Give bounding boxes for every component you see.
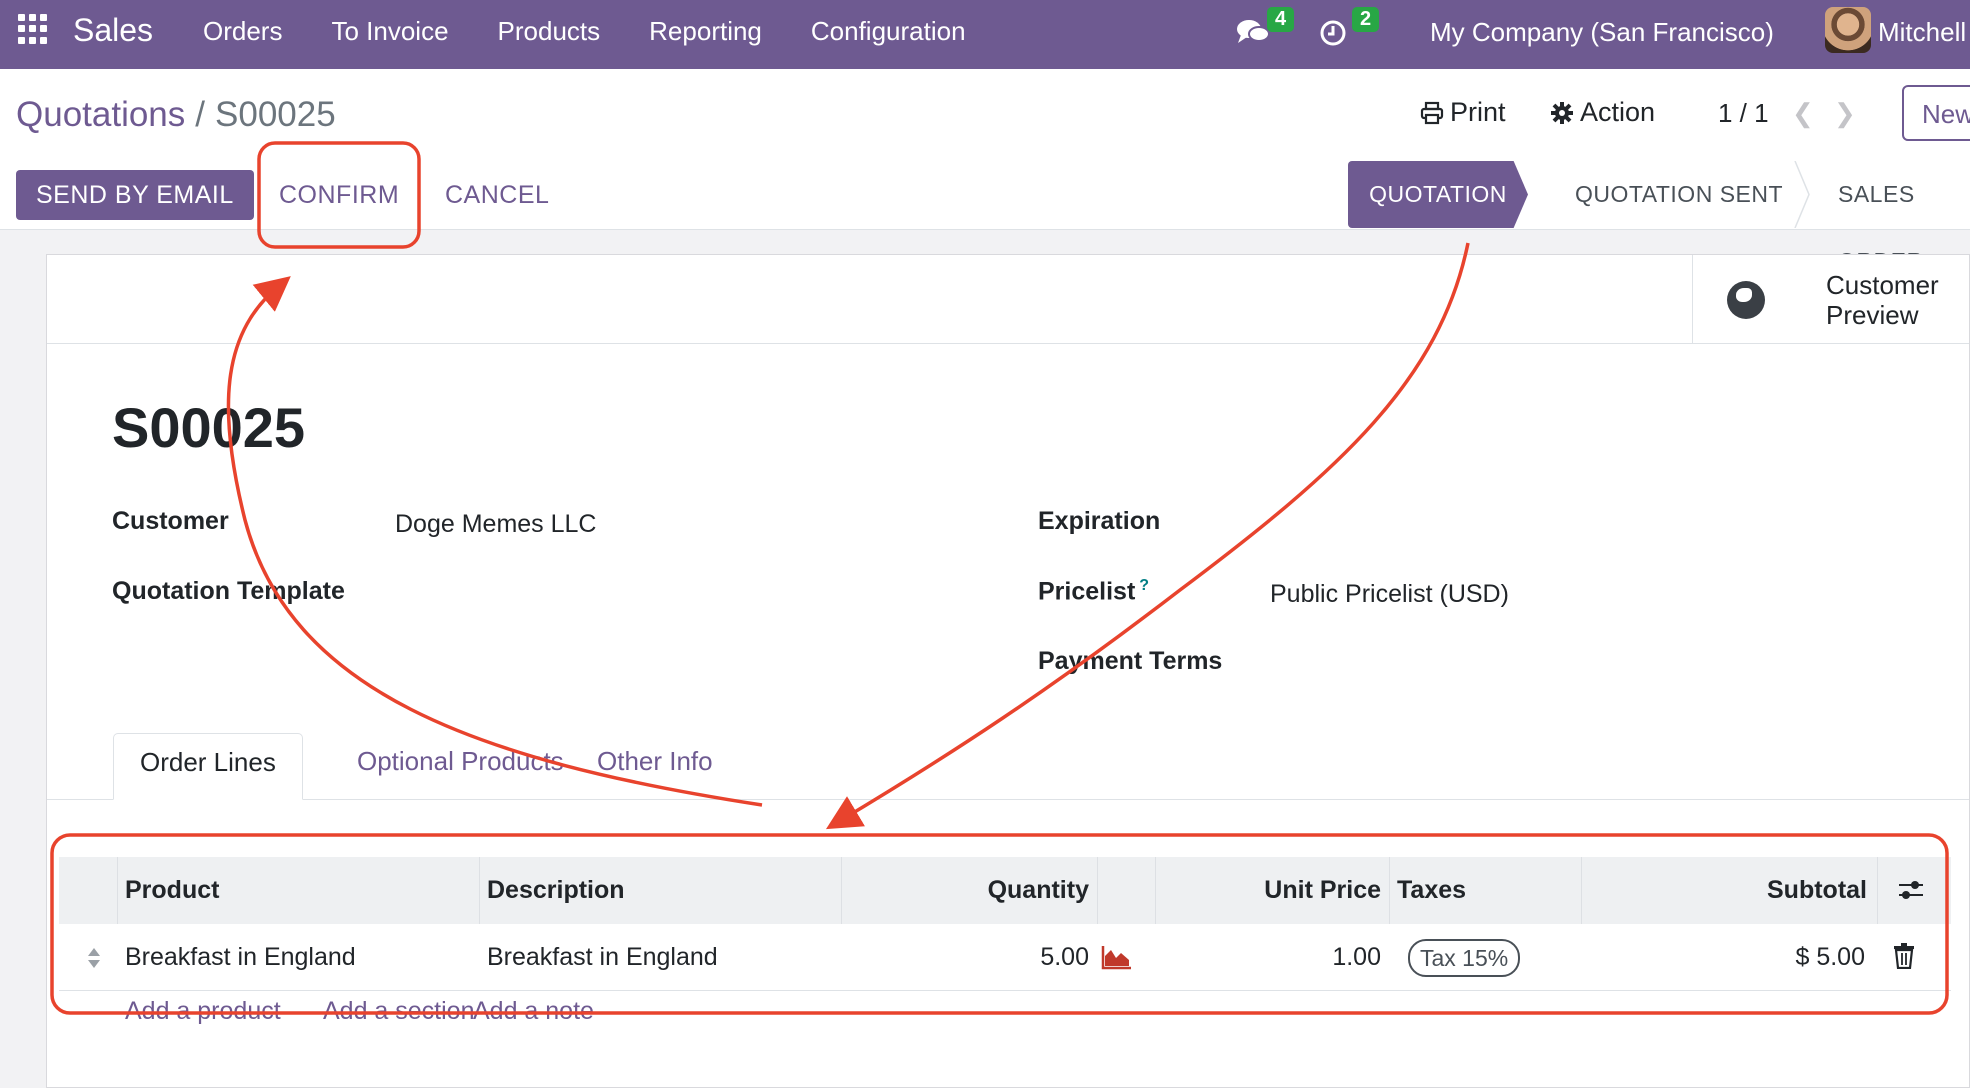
breadcrumb-separator: / — [195, 95, 206, 134]
button-box: Customer Preview — [47, 255, 1969, 344]
column-taxes[interactable]: Taxes — [1397, 876, 1467, 904]
notebook-tabs: Order Lines Optional Products Other Info — [47, 733, 1969, 800]
pager-next-icon[interactable]: ❯ — [1834, 98, 1856, 128]
column-subtotal[interactable]: Subtotal — [1767, 876, 1867, 904]
printer-icon — [1420, 101, 1444, 124]
tax-badge[interactable]: Tax 15% — [1408, 939, 1521, 977]
cell-unit-price[interactable]: 1.00 — [1332, 943, 1381, 971]
messages-badge: 4 — [1267, 7, 1295, 32]
menu-orders[interactable]: Orders — [203, 16, 283, 46]
globe-icon — [1727, 281, 1765, 319]
forecast-chart-icon[interactable] — [1101, 944, 1133, 970]
add-section-link[interactable]: Add a section — [323, 997, 475, 1025]
clock-icon[interactable] — [1317, 17, 1353, 47]
tab-order-lines[interactable]: Order Lines — [113, 733, 303, 800]
customer-label: Customer — [112, 507, 229, 535]
cancel-button[interactable]: CANCEL — [445, 181, 550, 209]
navbar-systray: 4 2 My Company (San Francisco) Mitchell — [1235, 0, 1970, 69]
cell-subtotal: $ 5.00 — [1795, 943, 1865, 971]
pricelist-label-text: Pricelist — [1038, 577, 1136, 606]
company-switcher[interactable]: My Company (San Francisco) — [1430, 17, 1774, 47]
app-name[interactable]: Sales — [73, 12, 154, 48]
column-product[interactable]: Product — [125, 876, 220, 904]
gear-icon — [1551, 101, 1573, 124]
column-quantity[interactable]: Quantity — [987, 876, 1089, 904]
customer-preview-label: Customer Preview — [1826, 270, 1939, 330]
table-row[interactable]: Breakfast in England Breakfast in Englan… — [59, 924, 1951, 991]
menu-reporting[interactable]: Reporting — [649, 16, 762, 46]
menu-to-invoice[interactable]: To Invoice — [331, 16, 449, 46]
breadcrumb-quotations[interactable]: Quotations — [16, 95, 186, 134]
user-name[interactable]: Mitchell — [1878, 17, 1967, 47]
pricelist-label: Pricelist? — [1038, 577, 1149, 606]
breadcrumb-current: S00025 — [215, 95, 336, 134]
quotation-template-label: Quotation Template — [112, 577, 345, 605]
control-panel: Quotations / S00025 Print Action 1 / 1 ❮ ❯… — [0, 69, 1970, 162]
payment-terms-label: Payment Terms — [1038, 647, 1223, 675]
column-unit-price[interactable]: Unit Price — [1264, 876, 1381, 904]
print-label: Print — [1450, 97, 1506, 127]
customer-field[interactable]: Doge Memes LLC — [395, 510, 597, 538]
pricelist-help-icon[interactable]: ? — [1139, 577, 1150, 594]
status-bar: SEND BY EMAIL CONFIRM CANCEL QUOTATION Q… — [0, 161, 1970, 274]
user-avatar[interactable] — [1825, 7, 1871, 53]
app-grid-icon[interactable] — [18, 14, 48, 44]
activities-badge: 2 — [1352, 7, 1380, 32]
add-note-link[interactable]: Add a note — [473, 997, 594, 1025]
menu-configuration[interactable]: Configuration — [810, 16, 966, 46]
top-navbar: Sales Orders To Invoice Products Reporti… — [0, 0, 1970, 69]
table-header: Product Description Quantity Unit Price … — [59, 857, 1951, 924]
optional-columns-icon[interactable] — [1897, 877, 1925, 903]
menu-products[interactable]: Products — [497, 16, 601, 46]
customer-preview-button[interactable]: Customer Preview — [1692, 255, 1970, 343]
stage-quotation-sent[interactable]: QUOTATION SENT — [1575, 181, 1784, 207]
drag-handle-icon[interactable] — [87, 946, 101, 970]
tab-other-info[interactable]: Other Info — [597, 746, 713, 776]
cell-product[interactable]: Breakfast in England — [125, 943, 356, 971]
form-sheet: Customer Preview S00025 Customer Doge Me… — [46, 254, 1970, 1088]
action-button[interactable]: Action — [1550, 97, 1655, 128]
stage-divider — [1794, 161, 1810, 228]
cell-quantity[interactable]: 5.00 — [1040, 943, 1089, 971]
stage-sales-order[interactable]: SALES ORDER — [1838, 181, 1923, 274]
tab-optional-products[interactable]: Optional Products — [357, 746, 564, 776]
expiration-label: Expiration — [1038, 507, 1161, 535]
column-description[interactable]: Description — [487, 876, 625, 904]
cell-description[interactable]: Breakfast in England — [487, 943, 718, 971]
document-title: S00025 — [112, 396, 306, 459]
trash-icon[interactable] — [1893, 943, 1915, 969]
confirm-button[interactable]: CONFIRM — [279, 181, 400, 209]
chat-icon[interactable] — [1235, 17, 1271, 47]
breadcrumb: Quotations / S00025 — [16, 95, 336, 135]
new-button[interactable]: New — [1902, 85, 1970, 141]
action-label: Action — [1580, 97, 1656, 127]
pager-previous-icon[interactable]: ❮ — [1792, 98, 1814, 128]
send-by-email-button[interactable]: SEND BY EMAIL — [16, 170, 254, 220]
main-menu: Orders To Invoice Products Reporting Con… — [203, 16, 1015, 47]
pager-value[interactable]: 1 / 1 — [1718, 98, 1769, 128]
pricelist-field[interactable]: Public Pricelist (USD) — [1270, 580, 1509, 608]
add-product-link[interactable]: Add a product — [125, 997, 281, 1025]
print-button[interactable]: Print — [1420, 97, 1506, 128]
stage-quotation[interactable]: QUOTATION — [1348, 161, 1528, 228]
